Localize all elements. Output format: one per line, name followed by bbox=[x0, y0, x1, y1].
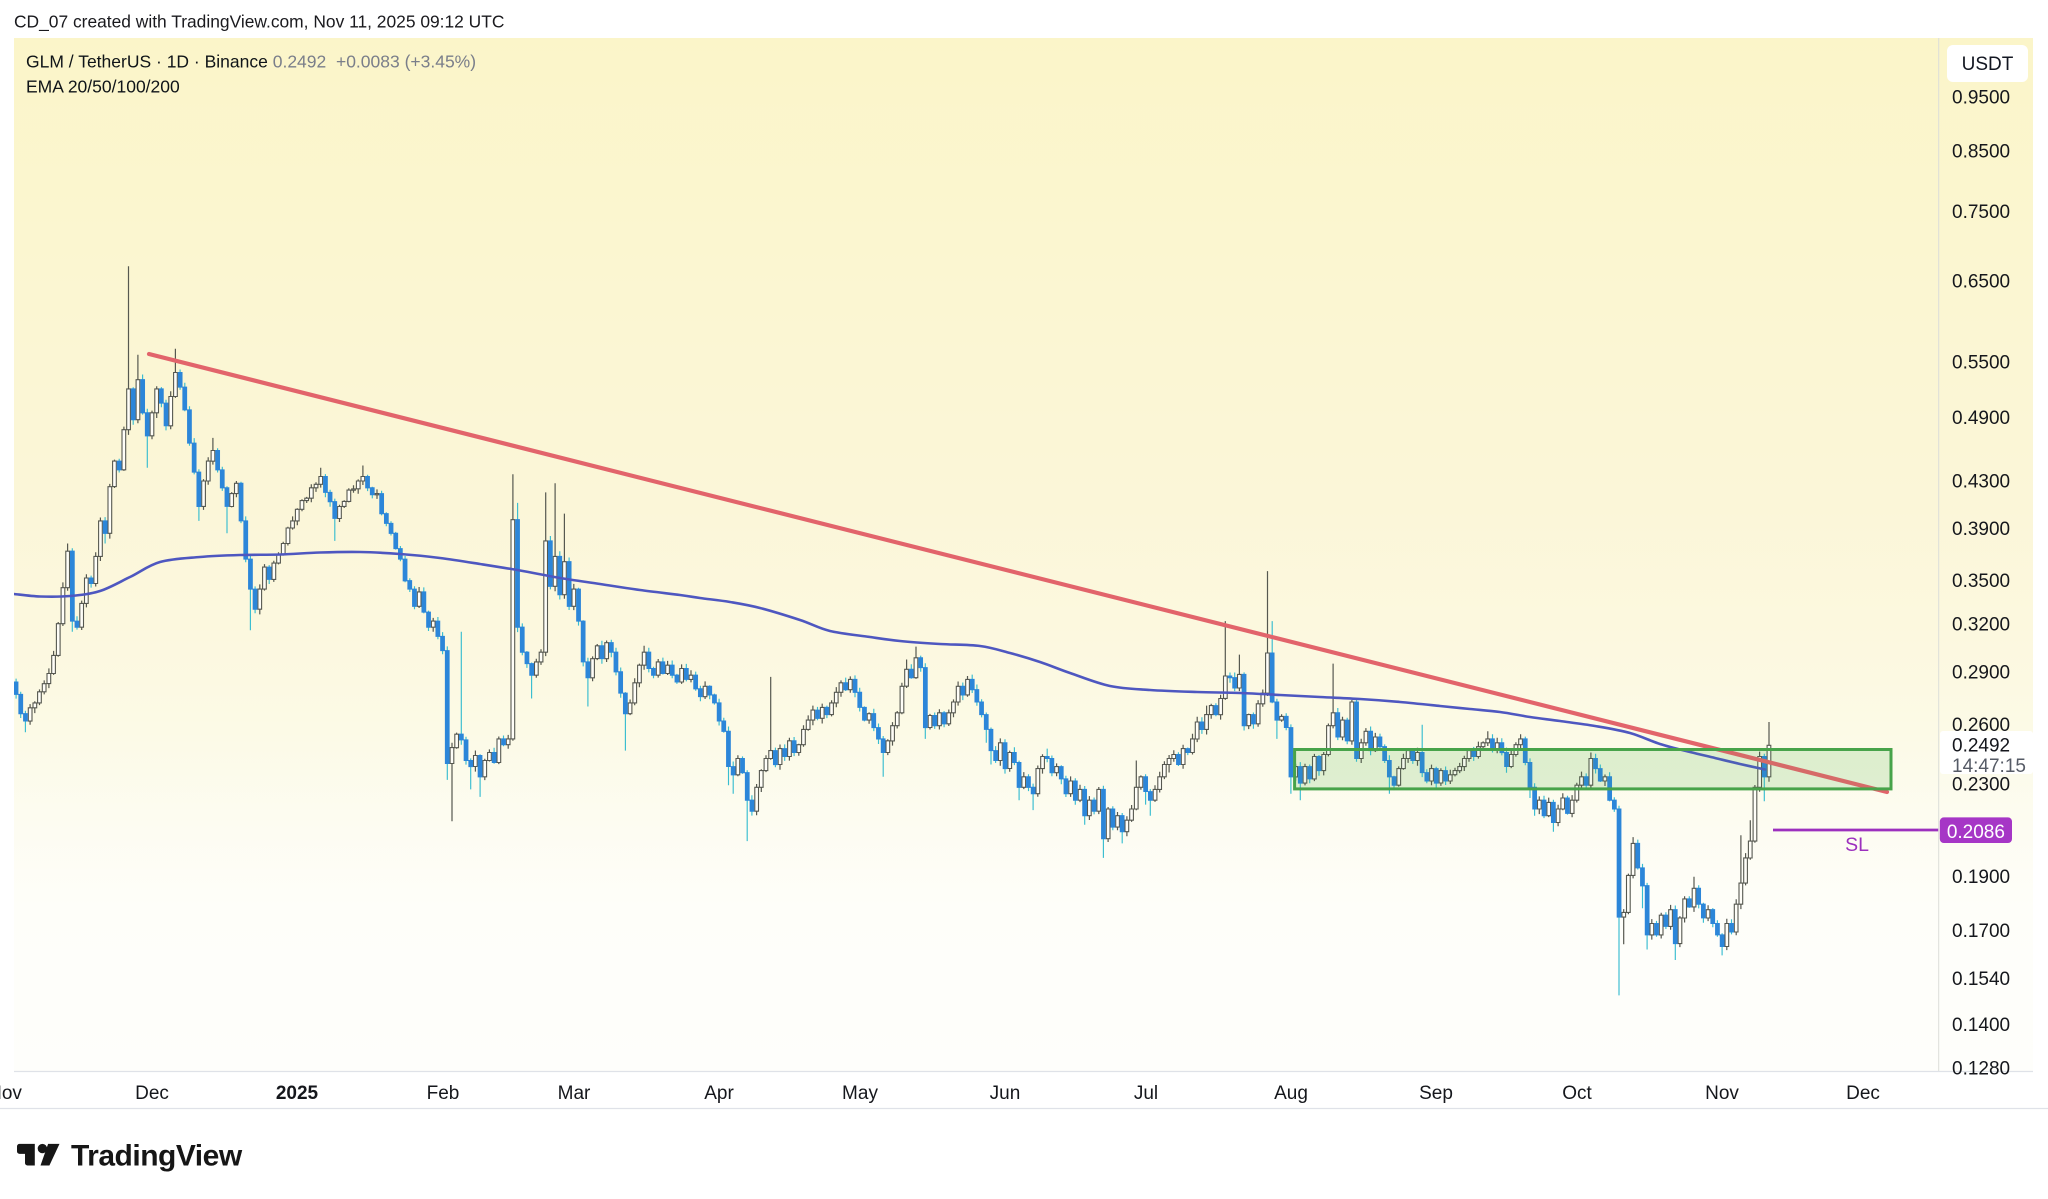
svg-text:0.3900: 0.3900 bbox=[1952, 519, 2010, 540]
svg-text:14:47:15: 14:47:15 bbox=[1952, 756, 2026, 777]
svg-text:Nov: Nov bbox=[0, 1083, 22, 1104]
svg-text:Jun: Jun bbox=[990, 1083, 1021, 1104]
svg-text:Oct: Oct bbox=[1562, 1083, 1592, 1104]
svg-text:GLM / TetherUS · 1D · Binance: GLM / TetherUS · 1D · Binance 0.2492 +0.… bbox=[26, 52, 476, 72]
svg-text:0.3200: 0.3200 bbox=[1952, 615, 2010, 636]
svg-text:Aug: Aug bbox=[1274, 1083, 1308, 1104]
svg-text:0.6500: 0.6500 bbox=[1952, 271, 2010, 292]
svg-text:Dec: Dec bbox=[1846, 1083, 1880, 1104]
svg-text:Apr: Apr bbox=[704, 1083, 734, 1104]
svg-text:0.4900: 0.4900 bbox=[1952, 408, 2010, 429]
svg-text:0.3500: 0.3500 bbox=[1952, 571, 2010, 592]
svg-text:0.9500: 0.9500 bbox=[1952, 88, 2010, 109]
svg-text:0.2086: 0.2086 bbox=[1947, 822, 2005, 843]
svg-text:Feb: Feb bbox=[427, 1083, 460, 1104]
svg-text:2025: 2025 bbox=[276, 1083, 319, 1104]
svg-text:Mar: Mar bbox=[558, 1083, 591, 1104]
svg-text:0.1900: 0.1900 bbox=[1952, 867, 2010, 888]
svg-text:CD_07 created with TradingView: CD_07 created with TradingView.com, Nov … bbox=[14, 12, 504, 32]
svg-text:Nov: Nov bbox=[1705, 1083, 1739, 1104]
svg-text:0.7500: 0.7500 bbox=[1952, 202, 2010, 223]
svg-text:0.4300: 0.4300 bbox=[1952, 472, 2010, 493]
svg-text:0.1280: 0.1280 bbox=[1952, 1059, 2010, 1080]
svg-text:Jul: Jul bbox=[1134, 1083, 1158, 1104]
svg-text:Sep: Sep bbox=[1419, 1083, 1453, 1104]
svg-text:0.5500: 0.5500 bbox=[1952, 352, 2010, 373]
svg-text:0.1400: 0.1400 bbox=[1952, 1015, 2010, 1036]
svg-text:0.2900: 0.2900 bbox=[1952, 662, 2010, 683]
svg-text:0.2300: 0.2300 bbox=[1952, 775, 2010, 796]
svg-text:0.2492: 0.2492 bbox=[1952, 736, 2010, 757]
svg-text:0.8500: 0.8500 bbox=[1952, 141, 2010, 162]
svg-text:May: May bbox=[842, 1083, 878, 1104]
svg-text:USDT: USDT bbox=[1962, 54, 2014, 75]
svg-text:SL: SL bbox=[1845, 834, 1869, 856]
svg-text:Dec: Dec bbox=[135, 1083, 169, 1104]
svg-text:0.1700: 0.1700 bbox=[1952, 921, 2010, 942]
svg-text:0.1540: 0.1540 bbox=[1952, 969, 2010, 990]
svg-text:0.2600: 0.2600 bbox=[1952, 715, 2010, 736]
svg-text:TradingView: TradingView bbox=[71, 1140, 243, 1173]
svg-text:EMA 20/50/100/200: EMA 20/50/100/200 bbox=[26, 77, 180, 97]
